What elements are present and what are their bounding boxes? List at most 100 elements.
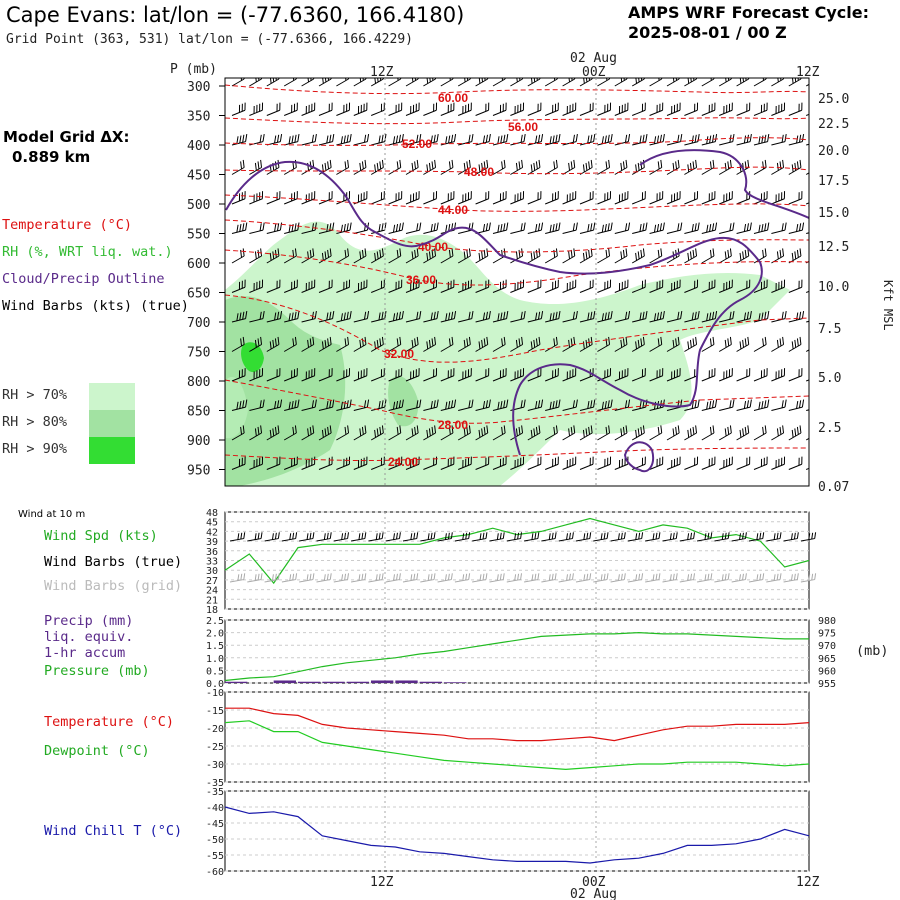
wind-barb bbox=[318, 191, 333, 205]
wind-barb bbox=[266, 222, 283, 234]
wind-barb bbox=[405, 368, 420, 382]
wind-barb-grid bbox=[454, 573, 471, 583]
wind-barb bbox=[301, 368, 316, 382]
rh90-swatch bbox=[89, 437, 135, 464]
wind-barb bbox=[527, 311, 544, 323]
wind-barb bbox=[788, 102, 803, 116]
wind-barb bbox=[475, 336, 489, 352]
wind-barb bbox=[527, 191, 542, 205]
wind-barb bbox=[719, 368, 733, 382]
height-tick-label: 25.0 bbox=[818, 92, 849, 107]
wind-barb bbox=[370, 425, 384, 441]
wind-barb bbox=[388, 222, 404, 234]
wind-barb bbox=[684, 456, 699, 470]
wind-barb bbox=[440, 456, 455, 470]
wind-barb bbox=[301, 222, 317, 234]
y-tick-label: 45 bbox=[206, 518, 218, 529]
wind-barb-true bbox=[454, 532, 471, 542]
height-tick-label: 5.0 bbox=[818, 371, 841, 386]
wind-barb bbox=[649, 102, 664, 116]
pressure-unit-label: (mb) bbox=[856, 643, 889, 659]
wind-barb bbox=[614, 222, 631, 234]
wind-barb bbox=[579, 222, 596, 234]
wind-barb bbox=[458, 399, 474, 411]
wind-barb bbox=[318, 279, 333, 293]
wind-barb bbox=[631, 248, 645, 264]
y-tick-label: -60 bbox=[206, 867, 224, 878]
contour-label: 24.00 bbox=[388, 455, 418, 469]
height-tick-label: 22.5 bbox=[818, 117, 849, 132]
height-tick-label: 0.07 bbox=[818, 480, 849, 495]
wind-barb bbox=[492, 456, 507, 470]
wind-barb bbox=[388, 368, 403, 382]
wind-barb bbox=[405, 248, 419, 264]
wind-barb bbox=[684, 134, 700, 146]
y-tick-label: -50 bbox=[206, 835, 224, 846]
wind-barb bbox=[544, 159, 558, 175]
wind-barb-true bbox=[229, 532, 246, 542]
y-tick-label: -15 bbox=[206, 706, 224, 717]
wind-barb bbox=[249, 336, 263, 352]
wind-barb bbox=[597, 191, 612, 205]
wind-barb-grid bbox=[385, 573, 401, 583]
wind-barb bbox=[318, 425, 332, 441]
wind-barb bbox=[423, 191, 438, 205]
wind-barb bbox=[231, 248, 245, 264]
wind-barb bbox=[614, 248, 628, 264]
height-tick-label: 12.5 bbox=[818, 240, 849, 255]
wind-barb bbox=[579, 191, 594, 205]
wind-barb bbox=[719, 279, 733, 293]
wind-barb bbox=[527, 399, 544, 411]
wind-barb bbox=[666, 456, 681, 470]
wind-barb bbox=[805, 78, 809, 87]
precip-bar bbox=[395, 680, 418, 683]
wind-barb bbox=[475, 102, 490, 116]
pressure-tick-label-right: 980 bbox=[818, 616, 836, 627]
y-tick-label: 1.0 bbox=[206, 654, 224, 665]
wind-barb bbox=[405, 222, 422, 234]
legend-wind-barbs: Wind Barbs (kts) (true) bbox=[2, 298, 189, 314]
wind-barb bbox=[562, 78, 576, 87]
wind-barb bbox=[631, 78, 645, 87]
wind-barb bbox=[388, 159, 402, 175]
y-tick-label: -40 bbox=[206, 803, 224, 814]
wind-barb bbox=[579, 456, 594, 470]
wind-barb bbox=[666, 425, 680, 441]
wind-barb bbox=[527, 248, 541, 264]
wind-barb bbox=[701, 78, 715, 87]
pressure-tick-label: 400 bbox=[187, 139, 210, 154]
wind-barb-grid bbox=[351, 573, 367, 583]
wind-barb bbox=[475, 248, 489, 264]
y-tick-label: -55 bbox=[206, 851, 224, 862]
wind-barb-grid bbox=[610, 573, 626, 583]
wind-barb bbox=[666, 222, 683, 234]
wind-barb bbox=[492, 191, 507, 205]
wind-barb bbox=[736, 279, 751, 293]
height-tick-label: 15.0 bbox=[818, 206, 849, 221]
wind-barb bbox=[597, 159, 611, 175]
wind-barb bbox=[336, 159, 350, 175]
wind-barb bbox=[545, 279, 559, 293]
wind-barb bbox=[666, 134, 683, 146]
wind-barb-grid bbox=[420, 573, 436, 583]
wind-barb bbox=[527, 368, 542, 382]
wind-barb bbox=[510, 425, 524, 441]
wind-barb bbox=[805, 344, 809, 352]
wind-barb bbox=[388, 399, 404, 411]
legend-rh70: RH > 70% bbox=[2, 387, 68, 403]
y-tick-label: 30 bbox=[206, 566, 218, 577]
wind-barb bbox=[527, 159, 541, 175]
wind-barb bbox=[649, 456, 664, 470]
wind-barb bbox=[562, 191, 577, 205]
wind-barb bbox=[458, 456, 472, 470]
pressure-tick-label: 500 bbox=[187, 198, 210, 213]
wind-barb bbox=[545, 102, 559, 116]
wind-barb bbox=[371, 279, 385, 293]
contour-label: 32.00 bbox=[384, 347, 414, 361]
wind-barb bbox=[266, 425, 280, 441]
wind-barb bbox=[353, 279, 368, 293]
bottom-time-axis: 12Z 00Z 02 Aug 12Z bbox=[370, 875, 820, 900]
wind-barb bbox=[527, 279, 542, 293]
wind-barb bbox=[353, 78, 367, 87]
precip-bar bbox=[298, 681, 321, 683]
